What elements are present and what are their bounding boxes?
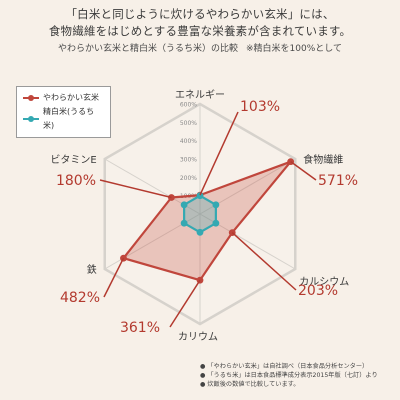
series-2-point-3: [212, 219, 220, 227]
series-1-point-6: [168, 194, 175, 201]
value-label-1: 103%: [240, 99, 280, 115]
category-label-2: 食物繊維: [303, 153, 343, 166]
value-leader-4: [169, 279, 201, 328]
series-2-point-1: [196, 192, 204, 200]
header: 「白米と同じように炊けるやわらかい玄米」には、 食物繊維をはじめとする豊富な栄養…: [0, 6, 400, 56]
title: 「白米と同じように炊けるやわらかい玄米」には、: [65, 7, 335, 21]
footnote-1: 「やわらかい玄米」は自社調べ（日本食品分析センター）: [200, 362, 378, 371]
legend-label-white-rice: 精白米(うるち米): [43, 107, 95, 130]
category-label-6: ビタミンE: [50, 154, 96, 166]
value-label-2: 571%: [318, 173, 358, 189]
series-2-point-2: [212, 201, 220, 209]
legend-marker-brown-rice: [23, 93, 39, 103]
value-label-6: 180%: [56, 173, 96, 189]
value-leader-3: [231, 232, 297, 291]
subtitle-row: やわらかい玄米と精白米（うるち米）の比較 ※精白米を100%として: [0, 42, 400, 56]
tick-label-2: 200%: [180, 175, 197, 182]
category-label-4: カリウム: [178, 331, 218, 343]
category-label-3: カルシウム: [299, 276, 349, 288]
series-2-point-5: [180, 219, 188, 227]
legend: やわらかい玄米 精白米(うるち米): [16, 86, 111, 138]
value-label-3: 203%: [298, 283, 338, 299]
value-leader-2: [290, 161, 317, 181]
footnote-2: 「うるち米」は日本食品標準成分表示2015年版（七訂）より: [200, 371, 377, 380]
category-label-1: エネルギー: [175, 89, 225, 101]
value-leader-5: [103, 257, 125, 298]
footnotes: 「やわらかい玄米」は自社調べ（日本食品分析センター） 「うるち米」は日本食品標準…: [200, 362, 378, 389]
footnote-3: 炊飯後の数値で比較しています。: [200, 380, 378, 389]
tick-label-4: 400%: [180, 138, 197, 145]
subtitle: やわらかい玄米と精白米（うるち米）の比較: [57, 44, 238, 54]
legend-item-white-rice: 精白米(うるち米): [23, 105, 104, 133]
value-leader-6: [99, 179, 172, 199]
legend-marker-white-rice: [23, 114, 39, 124]
value-label-5: 482%: [60, 290, 100, 306]
value-label-4: 361%: [120, 320, 160, 336]
tick-label-5: 500%: [180, 120, 197, 127]
series-area-2: [183, 194, 217, 234]
value-leader-1: [199, 111, 239, 196]
title-line-2: 食物繊維をはじめとする豊富な栄養素が含まれています。: [48, 24, 352, 38]
subtitle-note: ※精白米を100%として: [246, 44, 343, 54]
series-2-point-6: [180, 201, 188, 209]
legend-item-brown-rice: やわらかい玄米: [23, 91, 104, 105]
category-label-5: 鉄: [87, 263, 97, 276]
tick-label-6: 600%: [180, 102, 197, 109]
series-2-point-4: [196, 228, 204, 236]
legend-label-brown-rice: やわらかい玄米: [43, 93, 99, 102]
tick-label-3: 300%: [180, 157, 197, 164]
